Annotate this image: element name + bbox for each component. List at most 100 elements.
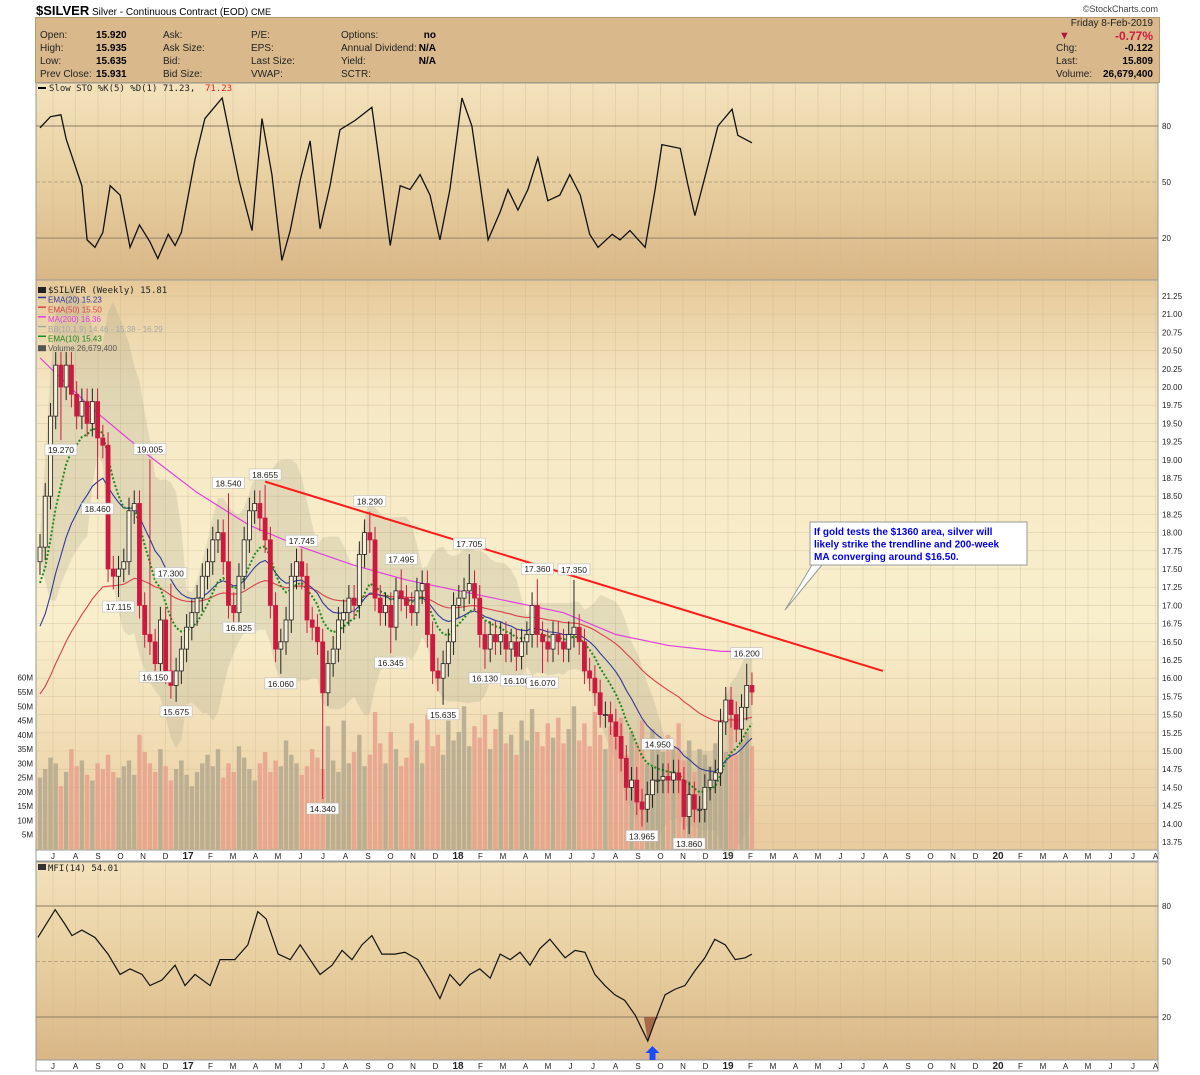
x-axis-label: A xyxy=(883,852,889,861)
candle-body xyxy=(424,583,430,635)
x-axis-label: M xyxy=(230,852,237,861)
price-label: 13.965 xyxy=(629,831,655,841)
price-label-box xyxy=(672,837,706,850)
volume-bar xyxy=(383,763,388,849)
last-value: 15.809 xyxy=(1122,56,1153,67)
volume-bar xyxy=(425,714,430,849)
candle-body xyxy=(231,605,237,614)
volume-bar xyxy=(556,717,561,849)
volume-bar xyxy=(414,740,420,849)
volume-bar xyxy=(179,760,184,849)
options-label: Options: xyxy=(341,30,379,41)
candle-body xyxy=(367,532,373,541)
x-axis-label: J xyxy=(839,1062,843,1071)
volume-bar xyxy=(671,746,676,849)
price-label-box xyxy=(44,443,78,456)
candle-body xyxy=(346,597,352,614)
candle-body xyxy=(398,590,404,599)
candle-body xyxy=(79,401,85,417)
volume-bar xyxy=(519,720,524,849)
price-legend-item: EMA(50) 15.50 xyxy=(48,305,102,314)
x-axis-label: A xyxy=(523,852,529,861)
candle-body xyxy=(304,575,310,621)
sto-panel xyxy=(35,82,1159,281)
price-label: 16.100 xyxy=(503,676,529,686)
price-label-box xyxy=(222,621,256,634)
volume-bar xyxy=(63,771,69,849)
candle-body xyxy=(362,532,367,555)
candle-body xyxy=(184,626,189,650)
volume-bar xyxy=(163,766,168,849)
mfi-oversold-fill xyxy=(643,1017,660,1042)
ema10-line xyxy=(39,427,753,794)
x-axis-label: M xyxy=(500,852,507,861)
volume-bar xyxy=(467,746,472,849)
x-axis-label: A xyxy=(613,1062,619,1071)
vwap-label: VWAP: xyxy=(251,69,283,80)
candle-body xyxy=(278,641,284,650)
volume-bar xyxy=(351,751,357,849)
candle-body xyxy=(63,364,69,388)
x-axis-label: A xyxy=(883,1062,889,1071)
exchange: CME xyxy=(250,7,271,17)
candle-body xyxy=(288,575,294,621)
volume-bar xyxy=(728,717,734,849)
volume-bar xyxy=(283,740,289,849)
price-axis-label: 14.75 xyxy=(1162,765,1183,774)
price-axis-label: 19.00 xyxy=(1162,456,1183,465)
candle-body xyxy=(602,714,608,716)
price-label: 17.360 xyxy=(524,564,550,574)
volume-bar xyxy=(493,729,498,849)
candle-body xyxy=(728,699,734,715)
candle-body xyxy=(702,787,708,810)
price-label-box xyxy=(138,670,172,683)
candle-body xyxy=(178,648,184,672)
price-label: 19.005 xyxy=(137,444,163,454)
x-axis-label: J xyxy=(1109,1062,1113,1071)
mfi-legend-swatch xyxy=(38,864,46,870)
x-axis-label: A xyxy=(253,1062,259,1071)
volume-bar xyxy=(545,723,550,849)
x-axis-label: A xyxy=(343,1062,349,1071)
volume-bar xyxy=(378,743,383,849)
x-axis-label: M xyxy=(275,852,282,861)
volume-bar xyxy=(419,763,425,849)
candle-body xyxy=(252,503,258,512)
price-axis-label: 16.25 xyxy=(1162,656,1183,665)
x-axis-label: M xyxy=(1085,1062,1092,1071)
x-axis-label: A xyxy=(523,1062,529,1071)
candle-body xyxy=(472,583,477,599)
mfi-axis-label: 50 xyxy=(1162,958,1171,967)
candle-body xyxy=(330,648,336,665)
candle-body xyxy=(226,561,231,606)
candle-body xyxy=(194,597,200,614)
candle-body xyxy=(749,685,755,693)
volume-bar xyxy=(294,763,299,849)
volume-bar xyxy=(655,740,660,849)
volume-bar xyxy=(566,729,571,849)
candle-body xyxy=(220,532,226,563)
volume-bar xyxy=(236,746,242,849)
price-label: 16.130 xyxy=(472,674,498,684)
candle-body xyxy=(582,641,587,672)
volume-bar xyxy=(100,769,106,849)
symbol: $SILVER xyxy=(36,3,90,18)
volume-bar xyxy=(393,749,399,849)
sto-axis-label: 80 xyxy=(1162,122,1171,131)
legend-swatch xyxy=(38,287,46,293)
down-triangle-icon: ▼ xyxy=(1059,30,1070,42)
x-axis-label: J xyxy=(1131,852,1135,861)
stockcharts-logo[interactable]: ©StockCharts.com xyxy=(1082,4,1158,14)
x-axis-label: J xyxy=(839,852,843,861)
x-axis-label: 18 xyxy=(452,851,464,862)
candle-body xyxy=(493,634,498,643)
candle-body xyxy=(137,503,142,606)
candle-body xyxy=(498,634,504,643)
chg-value: -0.122 xyxy=(1124,43,1153,54)
x-axis-label: O xyxy=(387,852,393,861)
price-label-box xyxy=(426,708,460,721)
x-axis-label: O xyxy=(927,852,933,861)
x-axis-label: 19 xyxy=(722,1061,734,1072)
price-axis-label: 18.50 xyxy=(1162,492,1183,501)
